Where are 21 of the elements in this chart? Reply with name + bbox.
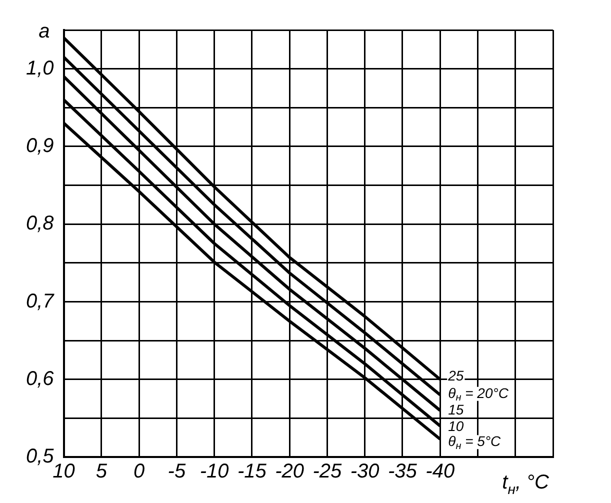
- series-label: 15: [448, 401, 464, 418]
- y-tick-label: 1,0: [26, 57, 54, 80]
- x-tick-label: 5: [96, 460, 108, 483]
- y-tick-label: 0,6: [26, 368, 55, 390]
- x-tick-label: -30: [350, 460, 380, 483]
- y-tick-label: 0,5: [26, 446, 55, 468]
- x-tick-label: 10: [52, 460, 75, 483]
- series-label: 25: [447, 367, 464, 384]
- x-tick-label: 0: [134, 460, 145, 483]
- x-tick-label: -5: [168, 460, 186, 483]
- x-tick-label: -25: [312, 460, 343, 483]
- x-tick-label: -20: [275, 460, 304, 483]
- x-tick-label: -35: [388, 460, 418, 483]
- x-tick-label: -40: [426, 460, 455, 483]
- x-tick-label: -10: [200, 460, 229, 483]
- y-tick-label: 0,8: [26, 212, 54, 235]
- y-axis-title: a: [38, 20, 50, 43]
- x-tick-label: -15: [238, 460, 268, 483]
- series-label: 10: [448, 418, 464, 434]
- y-tick-label: 0,7: [26, 290, 55, 312]
- y-tick-label: 0,9: [26, 135, 54, 158]
